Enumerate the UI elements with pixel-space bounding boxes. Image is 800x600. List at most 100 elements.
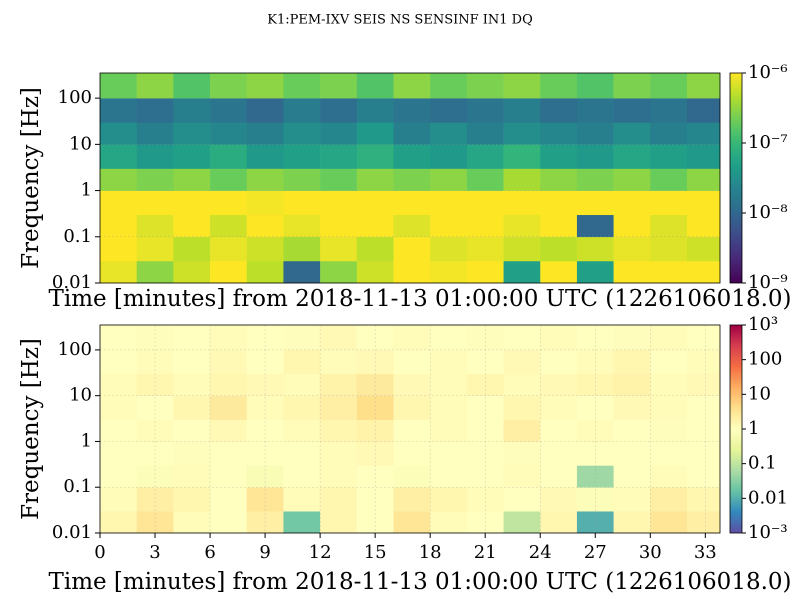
colorbar-tick-label: 10⁻³ <box>748 522 788 543</box>
heatmap-cell <box>246 373 284 396</box>
heatmap-cell <box>100 373 137 396</box>
heatmap-cell <box>283 511 321 534</box>
heatmap-cell <box>210 236 248 262</box>
heatmap-cell <box>136 236 174 262</box>
heatmap-cell <box>686 487 721 512</box>
heatmap-cell <box>686 465 721 488</box>
heatmap-cell <box>613 465 651 488</box>
heatmap-cell <box>613 441 651 466</box>
heatmap-cell <box>283 190 321 216</box>
heatmap-cell <box>246 122 284 145</box>
heatmap-cell <box>356 73 394 99</box>
heatmap-cell <box>613 395 651 420</box>
heatmap-cell <box>100 441 137 466</box>
heatmap-cell <box>466 214 504 238</box>
heatmap-cell <box>503 373 541 396</box>
heatmap-cell <box>576 395 614 420</box>
heatmap-cell <box>100 325 137 351</box>
heatmap-cell <box>283 487 321 512</box>
heatmap-cell <box>320 260 358 284</box>
heatmap-cell <box>136 373 174 396</box>
heatmap-cell <box>210 349 248 375</box>
heatmap-cell <box>246 260 284 284</box>
heatmap-cell <box>650 260 688 284</box>
heatmap-cell <box>173 395 211 420</box>
heatmap-cell <box>430 98 468 123</box>
heatmap-cell <box>503 349 541 375</box>
heatmap-cell <box>210 122 248 145</box>
heatmap-cell <box>393 441 431 466</box>
heatmap-cell <box>356 98 394 123</box>
heatmap-cell <box>430 511 468 534</box>
heatmap-cell <box>136 487 174 512</box>
heatmap-cell <box>136 168 174 191</box>
colorbar-tick-label: 10⁻⁹ <box>748 272 788 293</box>
heatmap-cell <box>576 465 614 488</box>
heatmap-cell <box>503 325 541 351</box>
heatmap-cell <box>576 190 614 216</box>
heatmap-cell <box>210 73 248 99</box>
heatmap-cell <box>173 73 211 99</box>
y-tick-label: 10 <box>69 385 92 406</box>
heatmap-cell <box>613 122 651 145</box>
heatmap-cell <box>613 144 651 169</box>
heatmap-cell <box>503 190 541 216</box>
heatmap-cell <box>686 419 721 442</box>
heatmap-cell <box>503 441 541 466</box>
heatmap-cell <box>576 214 614 238</box>
heatmap-cell <box>430 441 468 466</box>
heatmap-cell <box>430 260 468 284</box>
heatmap-cell <box>540 395 578 420</box>
heatmap-cell <box>210 260 248 284</box>
colorbar-tick-label: 10⁻⁸ <box>748 202 788 223</box>
heatmap-cell <box>430 349 468 375</box>
heatmap-cell <box>173 441 211 466</box>
heatmap-cell <box>173 465 211 488</box>
heatmap-cell <box>686 214 721 238</box>
heatmap-cell <box>320 122 358 145</box>
heatmap-cell <box>393 98 431 123</box>
heatmap-cell <box>686 511 721 534</box>
heatmap-cell <box>393 214 431 238</box>
x-tick-label: 12 <box>309 542 332 563</box>
plot-frame <box>99 72 721 284</box>
heatmap-cell <box>136 465 174 488</box>
heatmap-cell <box>210 325 248 351</box>
heatmap-cell <box>576 73 614 99</box>
heatmap-cell <box>540 190 578 216</box>
colorbar-tick-label: 10⁻⁷ <box>748 132 788 153</box>
heatmap-cell <box>283 395 321 420</box>
heatmap-cell <box>466 487 504 512</box>
y-tick-label: 10 <box>69 133 92 154</box>
heatmap-cell <box>173 214 211 238</box>
heatmap-cell <box>613 168 651 191</box>
y-tick-label: 1 <box>81 430 92 451</box>
heatmap-cell <box>356 190 394 216</box>
y-axis-label: Frequency [Hz] <box>18 87 44 269</box>
heatmap-cell <box>613 487 651 512</box>
heatmap-cell <box>540 168 578 191</box>
heatmap-cell <box>650 236 688 262</box>
heatmap-cell <box>650 144 688 169</box>
heatmap-cell <box>356 487 394 512</box>
heatmap-cell <box>283 419 321 442</box>
heatmap-cell <box>576 236 614 262</box>
heatmap-cell <box>466 73 504 99</box>
heatmap-cell <box>283 349 321 375</box>
heatmap-cell <box>283 98 321 123</box>
heatmap-cell <box>430 236 468 262</box>
heatmap-cell <box>100 395 137 420</box>
heatmap-cell <box>650 73 688 99</box>
x-tick-label: 18 <box>419 542 442 563</box>
heatmap-cell <box>320 511 358 534</box>
heatmap-cell <box>100 144 137 169</box>
colorbar-tick-label: 0.1 <box>748 453 777 474</box>
heatmap-cell <box>320 441 358 466</box>
heatmap-cell <box>246 73 284 99</box>
heatmap-cell <box>393 465 431 488</box>
heatmap-cell <box>430 487 468 512</box>
heatmap-cell <box>393 419 431 442</box>
heatmap-cell <box>136 144 174 169</box>
colorbar-tick-label: 100 <box>748 349 782 370</box>
